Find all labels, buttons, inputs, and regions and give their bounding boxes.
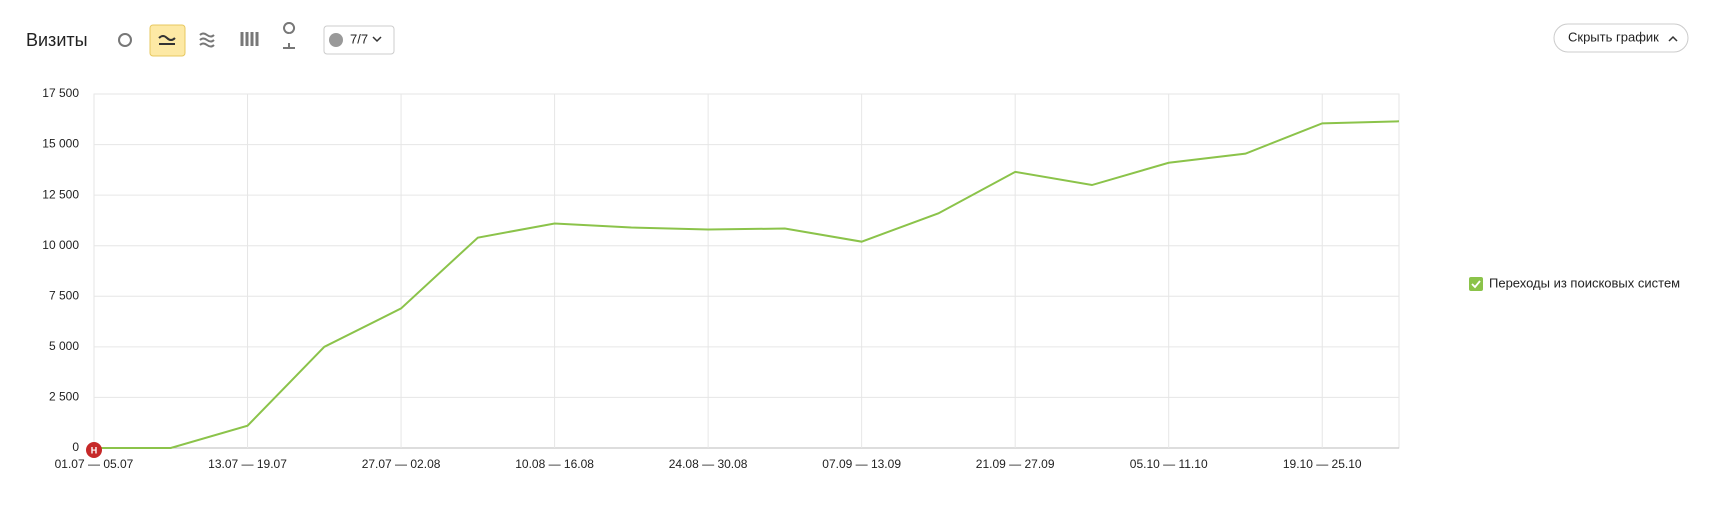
area-icon[interactable] xyxy=(199,32,215,48)
annotation-label: Н xyxy=(91,445,98,455)
x-tick-label: 13.07 — 19.07 xyxy=(208,457,287,471)
report-title: Визиты xyxy=(26,30,88,50)
y-tick-label: 2 500 xyxy=(49,390,79,404)
x-tick-label: 01.07 — 05.07 xyxy=(55,457,134,471)
map-icon[interactable] xyxy=(283,22,296,49)
hide-button-label: Скрыть график xyxy=(1568,29,1659,44)
y-tick-label: 17 500 xyxy=(42,86,79,100)
x-tick-label: 19.10 — 25.10 xyxy=(1283,457,1362,471)
y-tick-label: 7 500 xyxy=(49,288,79,302)
legend-label: Переходы из поисковых систем xyxy=(1489,275,1680,290)
line-icon xyxy=(158,35,176,45)
y-tick-label: 10 000 xyxy=(42,238,79,252)
x-tick-label: 24.08 — 30.08 xyxy=(669,457,748,471)
x-tick-label: 21.09 — 27.09 xyxy=(976,457,1055,471)
chevron xyxy=(372,36,382,43)
pie-icon[interactable] xyxy=(118,33,132,47)
chart-type-toolbar xyxy=(118,22,296,57)
x-tick-label: 05.10 — 11.10 xyxy=(1130,457,1208,471)
legend-check xyxy=(1471,280,1481,289)
segments-count: 7/7 xyxy=(350,31,368,46)
segments-button[interactable]: 7/7 xyxy=(323,25,395,55)
comment-icon xyxy=(329,33,343,47)
x-tick-label: 07.09 — 13.09 xyxy=(822,457,901,471)
y-tick-label: 15 000 xyxy=(42,137,79,151)
x-tick-label: 10.08 — 16.08 xyxy=(515,457,594,471)
hide-button-frame[interactable] xyxy=(1553,23,1689,53)
hide-chart-button[interactable]: Скрыть график xyxy=(1553,23,1689,53)
y-tick-label: 0 xyxy=(72,440,79,454)
plot-frame xyxy=(93,93,1400,449)
legend-checkbox[interactable] xyxy=(1469,277,1483,291)
bar-icon[interactable] xyxy=(240,32,259,46)
y-tick-label: 12 500 xyxy=(42,187,79,201)
y-tick-label: 5 000 xyxy=(49,339,79,353)
line-icon-active[interactable] xyxy=(149,24,186,57)
segments-button-frame[interactable] xyxy=(323,25,395,55)
x-tick-label: 27.07 — 02.08 xyxy=(362,457,441,471)
series-line xyxy=(94,120,1400,449)
chevron xyxy=(1668,35,1678,42)
annotation-marker xyxy=(86,442,102,458)
